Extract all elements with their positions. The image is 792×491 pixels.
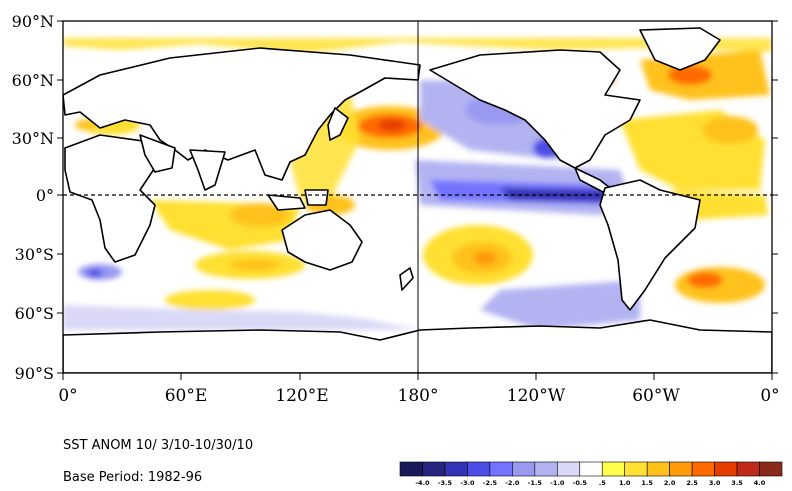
colorbar-swatch [467, 461, 491, 477]
longitude-labels: 0° 60°E 120°E 180° 120°W 60°W 0° [58, 386, 779, 406]
lat-label: 90°S [15, 364, 54, 383]
colorbar-label: -3.5 [438, 479, 453, 487]
axis-ticks [57, 20, 778, 380]
colorbar-label: -3.0 [460, 479, 475, 487]
colorbar-swatch [736, 461, 760, 477]
colorbar-swatch [759, 461, 783, 477]
lat-label: 30°S [15, 245, 54, 264]
colorbar-label: 2.0 [664, 479, 676, 487]
colorbar-swatch [534, 461, 558, 477]
lat-label: 60°S [15, 304, 54, 323]
lon-label: 120°W [507, 386, 566, 406]
colorbar-label: 2.5 [686, 479, 698, 487]
base-period: Base Period: 1982-96 [63, 470, 203, 485]
colorbar-swatch [601, 461, 626, 477]
colorbar-swatch [691, 461, 715, 477]
colorbar-label: 1.5 [641, 479, 653, 487]
colorbar-swatch [579, 461, 603, 477]
colorbar-swatch [399, 461, 423, 477]
colorbar-label: -0.5 [573, 479, 588, 487]
lat-label: 90°N [12, 12, 54, 31]
colorbar: -4.0 -3.5 -3.0 -2.5 -2.0 -1.5 -1.0 -0.5 .5 1.0 1.5… [399, 461, 783, 487]
lat-label: 60°N [12, 71, 54, 90]
lon-label: 0° [760, 386, 779, 406]
colorbar-swatch [489, 461, 513, 477]
colorbar-swatch [624, 461, 648, 477]
colorbar-label: -2.5 [483, 479, 498, 487]
lon-label: 0° [58, 386, 77, 406]
colorbar-swatch [556, 461, 581, 477]
colorbar-swatch [646, 461, 670, 477]
colorbar-label: -4.0 [415, 479, 430, 487]
colorbar-label: -2.0 [505, 479, 520, 487]
colorbar-label: .5 [599, 479, 606, 487]
colorbar-swatch [422, 461, 446, 477]
colorbar-swatch [669, 461, 693, 477]
colorbar-label: 3.0 [709, 479, 721, 487]
colorbar-label: 4.0 [754, 479, 766, 487]
map-title: SST ANOM 10/ 3/10-10/30/10 [63, 438, 254, 453]
lon-label: 60°E [165, 386, 208, 406]
lon-label: 60°W [632, 386, 680, 406]
colorbar-label: -1.0 [550, 479, 565, 487]
lat-label: 0° [36, 186, 54, 205]
colorbar-label: 1.0 [619, 479, 631, 487]
lon-label: 180° [398, 386, 439, 406]
colorbar-label: -1.5 [528, 479, 543, 487]
colorbar-swatch [444, 461, 468, 477]
lat-label: 30°N [12, 129, 54, 148]
colorbar-label: 3.5 [731, 479, 743, 487]
colorbar-swatch [714, 461, 738, 477]
colorbar-swatch [512, 461, 536, 477]
lon-label: 120°E [275, 386, 328, 406]
latitude-labels: 90°N 60°N 30°N 0° 30°S 60°S 90°S [12, 12, 54, 383]
